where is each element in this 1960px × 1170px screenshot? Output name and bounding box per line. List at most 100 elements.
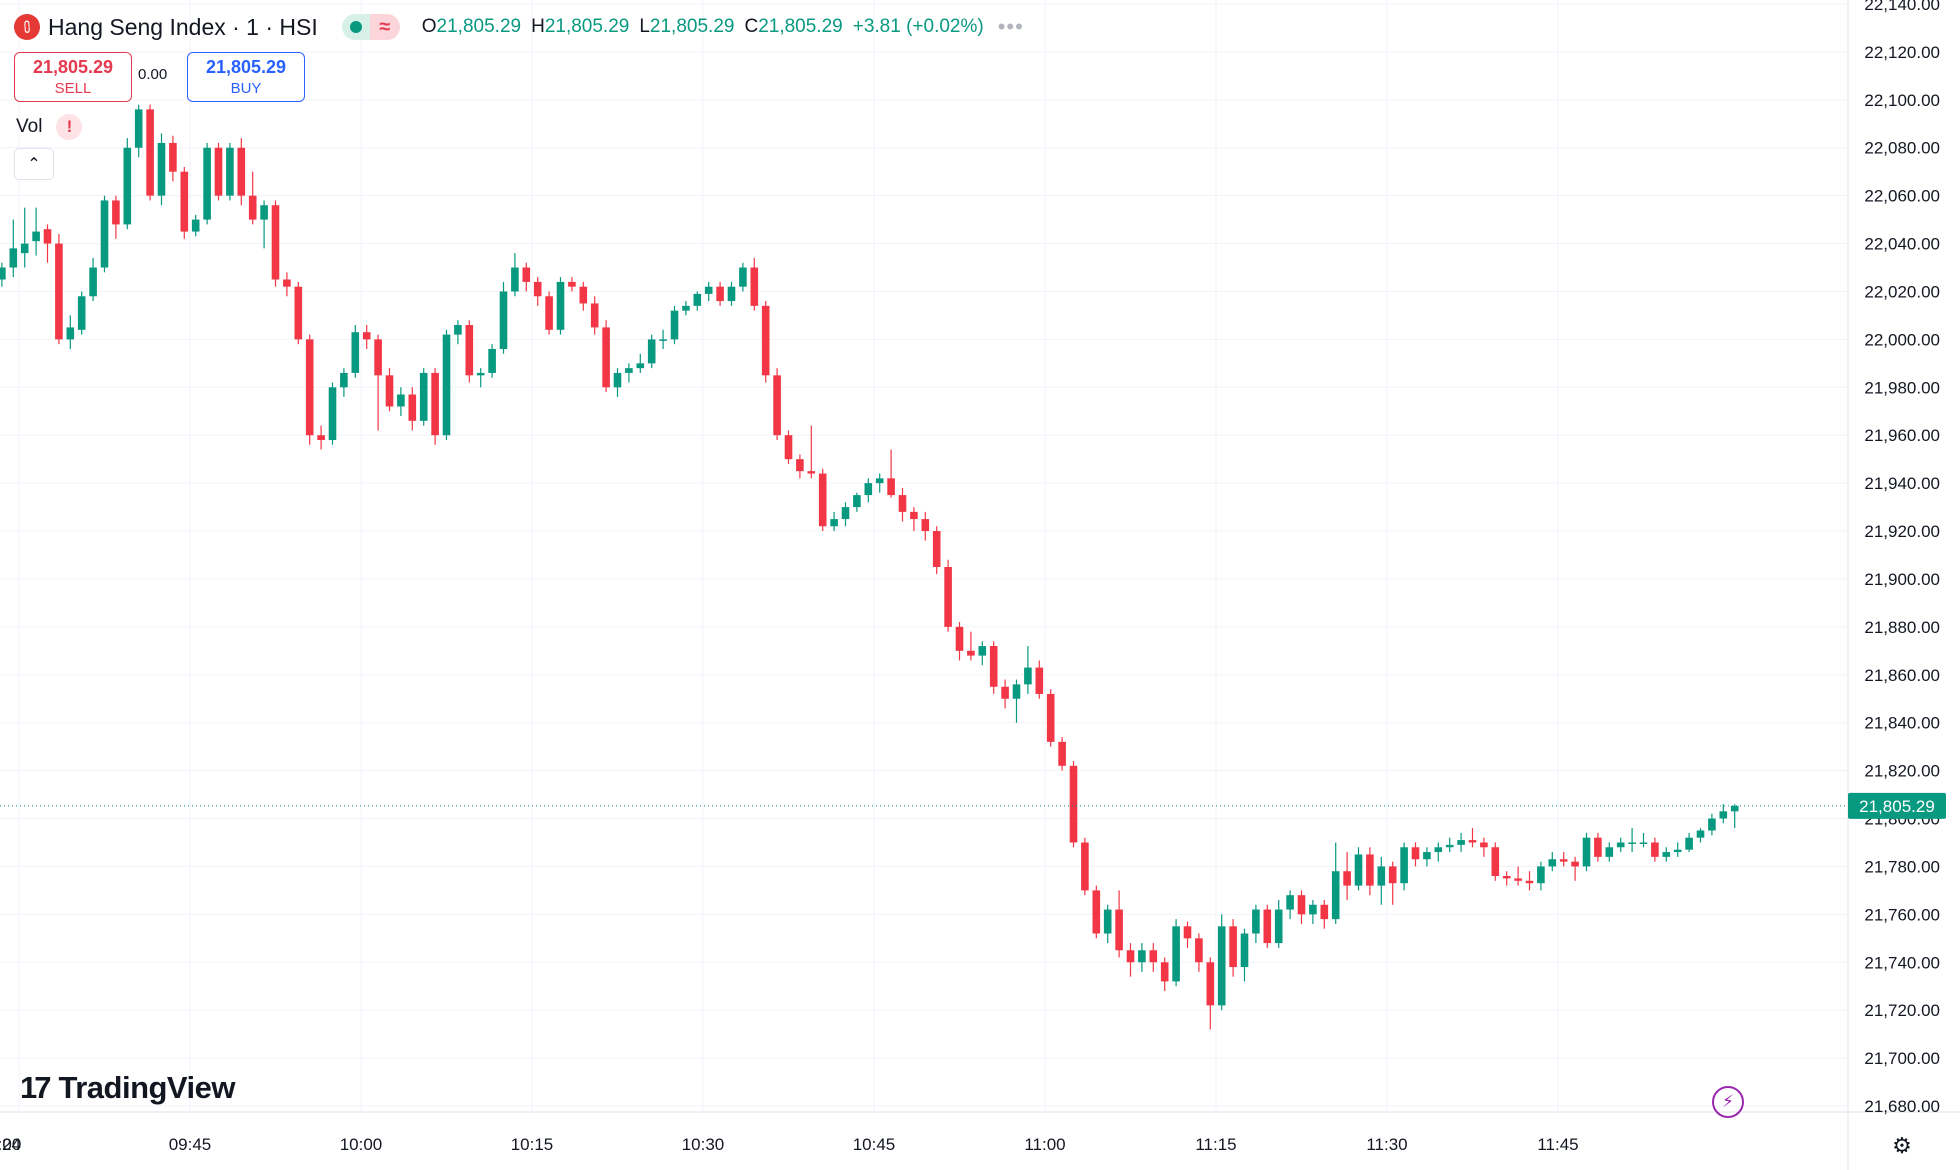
- candle-body: [1001, 686, 1009, 699]
- candle-body: [944, 566, 952, 627]
- y-tick-label: 21,680.00: [1864, 1097, 1940, 1116]
- y-tick-label: 21,740.00: [1864, 953, 1940, 972]
- candle-body: [739, 267, 747, 287]
- candle-body: [955, 626, 964, 651]
- candle-body: [1115, 909, 1123, 951]
- y-tick-label: 22,000.00: [1864, 330, 1940, 349]
- candle-body: [283, 279, 291, 287]
- candle-body: [431, 372, 439, 436]
- candle-body: [203, 147, 211, 220]
- ohlc-open-label: O: [421, 16, 437, 37]
- candle-body: [89, 267, 97, 297]
- candle-body: [511, 267, 519, 292]
- candle-body: [499, 291, 508, 349]
- candle-body: [533, 281, 542, 297]
- tradingview-mark-icon: 17: [20, 1070, 52, 1105]
- tradingview-logo[interactable]: 17 TradingView: [20, 1070, 236, 1106]
- candle-body: [237, 147, 246, 196]
- candle-body: [1377, 866, 1386, 886]
- ohlc-high-label: H: [531, 16, 545, 37]
- candle-body: [1457, 840, 1465, 845]
- candle-body: [397, 394, 405, 407]
- y-tick-label: 21,760.00: [1864, 905, 1940, 924]
- x-tick-label: 11:45: [1537, 1135, 1578, 1154]
- lightning-icon[interactable]: ⚡: [1712, 1086, 1744, 1118]
- volume-label: Vol: [16, 116, 43, 137]
- warning-icon[interactable]: !: [56, 114, 83, 140]
- candle-body: [248, 195, 257, 220]
- candle-body: [55, 243, 63, 340]
- candle-body: [1012, 684, 1021, 699]
- candle-body: [1594, 837, 1602, 857]
- candle-body: [226, 147, 234, 196]
- ohlc-close-label: C: [744, 16, 759, 37]
- candle-body: [1548, 859, 1557, 867]
- candle-body: [784, 435, 793, 460]
- candle-body: [1195, 938, 1203, 963]
- candle-body: [1616, 842, 1625, 848]
- candle-body: [568, 281, 576, 287]
- candle-body: [169, 142, 177, 172]
- x-tick-label: 10:00: [340, 1135, 383, 1154]
- candle-body: [374, 339, 382, 376]
- candle-body: [112, 200, 120, 225]
- candle-body: [1388, 866, 1397, 884]
- y-tick-label: 21,860.00: [1864, 666, 1940, 685]
- ohlc-low-label: L: [639, 16, 650, 37]
- candle-body: [1160, 962, 1169, 982]
- candle-body: [43, 229, 52, 244]
- candle-body: [625, 368, 633, 373]
- candle-body: [134, 109, 143, 148]
- candle-body: [1263, 909, 1272, 944]
- candle-body: [1046, 693, 1055, 742]
- more-options-icon[interactable]: •••: [997, 14, 1024, 39]
- collapse-legend-button[interactable]: ⌃: [14, 148, 54, 180]
- candle-body: [1069, 765, 1078, 843]
- candle-body: [875, 478, 884, 484]
- sell-button[interactable]: 21,805.29 SELL: [14, 52, 132, 102]
- candle-body: [1240, 933, 1249, 968]
- candle-body: [1696, 830, 1705, 838]
- candle-body: [1502, 876, 1511, 879]
- y-tick-label: 22,120.00: [1864, 43, 1940, 62]
- candle-body: [123, 147, 132, 225]
- candle-body: [0, 267, 6, 280]
- candle-body: [1605, 847, 1614, 857]
- candle-body: [647, 339, 656, 364]
- chart-legend: ⩇ Hang Seng Index · 1 · HSI ≈ O21,805.29…: [14, 10, 1024, 44]
- settings-gear-icon[interactable]: ⚙: [1892, 1133, 1912, 1158]
- x-tick-label: 10:30: [682, 1135, 725, 1154]
- candle-body: [613, 372, 622, 388]
- candle-body: [636, 363, 645, 369]
- candle-body: [340, 372, 348, 388]
- candle-body: [1092, 890, 1101, 934]
- candle-body: [1582, 837, 1591, 867]
- symbol-title[interactable]: Hang Seng Index · 1 · HSI: [48, 13, 318, 40]
- y-tick-label: 21,700.00: [1864, 1049, 1940, 1068]
- ohlc-change: +3.81 (+0.02%): [852, 16, 984, 37]
- ohlc-low-value: 21,805.29: [649, 16, 735, 37]
- ohlc-open-value: 21,805.29: [436, 16, 522, 37]
- x-tick-label: 10:15: [511, 1135, 554, 1154]
- candle-body: [66, 327, 75, 340]
- candle-body: [773, 375, 781, 436]
- volume-indicator[interactable]: Vol !: [16, 114, 83, 140]
- candle-body: [1343, 871, 1351, 886]
- candle-body: [317, 435, 325, 441]
- candle-body: [545, 296, 553, 330]
- y-tick-label: 21,960.00: [1864, 426, 1940, 445]
- market-status[interactable]: ≈: [341, 14, 400, 40]
- y-tick-label: 22,060.00: [1864, 187, 1940, 206]
- buy-button[interactable]: 21,805.29 BUY: [187, 52, 305, 102]
- candle-body: [1434, 847, 1443, 853]
- candle-body: [1525, 880, 1534, 884]
- candle-body: [1423, 852, 1431, 860]
- y-tick-label: 21,880.00: [1864, 618, 1940, 637]
- candle-body: [1172, 926, 1180, 982]
- candle-body: [442, 334, 451, 436]
- candle-body: [682, 305, 690, 311]
- candle-body: [1491, 847, 1500, 877]
- candle-body: [146, 109, 154, 196]
- buy-label: BUY: [230, 80, 262, 97]
